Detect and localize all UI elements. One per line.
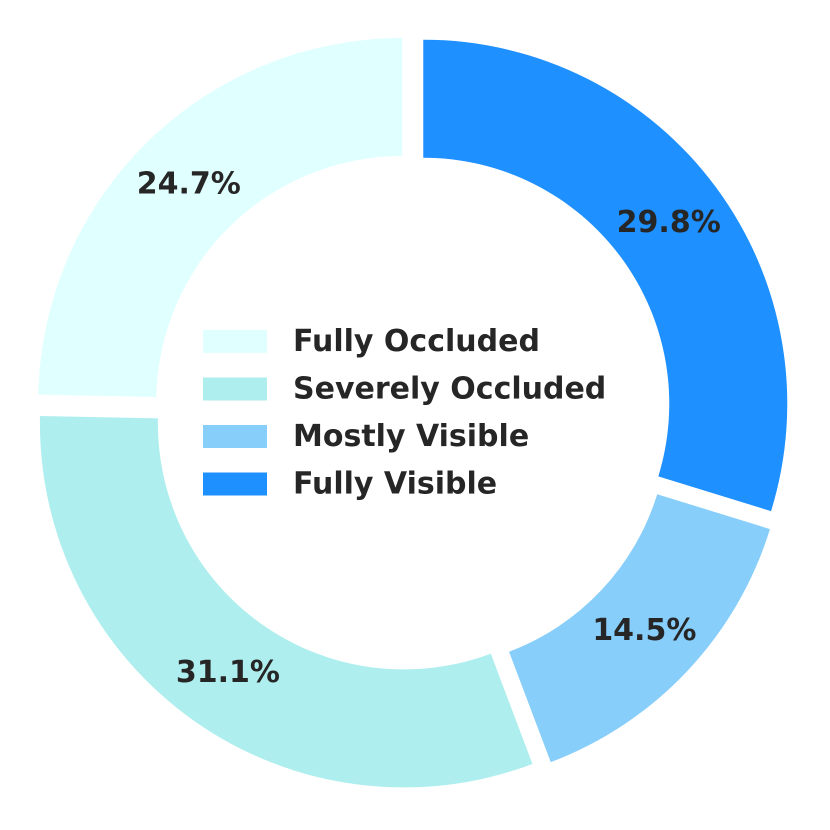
legend-swatch bbox=[203, 330, 267, 353]
legend-label: Mostly Visible bbox=[293, 419, 529, 454]
slice-fully-occluded bbox=[38, 38, 403, 397]
donut-slices bbox=[38, 38, 788, 788]
slice-label: 14.5% bbox=[592, 613, 696, 648]
slice-label: 31.1% bbox=[176, 655, 280, 690]
slice-label: 24.7% bbox=[137, 167, 241, 202]
legend-swatch bbox=[203, 425, 267, 448]
legend-label: Fully Occluded bbox=[293, 324, 540, 359]
slice-severely-occluded bbox=[39, 416, 533, 788]
slice-labels: 24.7% 31.1% 14.5% 29.8% bbox=[137, 167, 721, 690]
legend-label: Severely Occluded bbox=[293, 372, 606, 407]
slice-label: 29.8% bbox=[617, 205, 721, 240]
slice-fully-visible bbox=[423, 39, 788, 512]
legend-swatch bbox=[203, 472, 267, 496]
legend: Fully Occluded Severely Occluded Mostly Vi… bbox=[203, 324, 606, 502]
slice-mostly-visible bbox=[509, 494, 770, 763]
legend-label: Fully Visible bbox=[293, 467, 497, 502]
legend-swatch bbox=[203, 377, 267, 401]
